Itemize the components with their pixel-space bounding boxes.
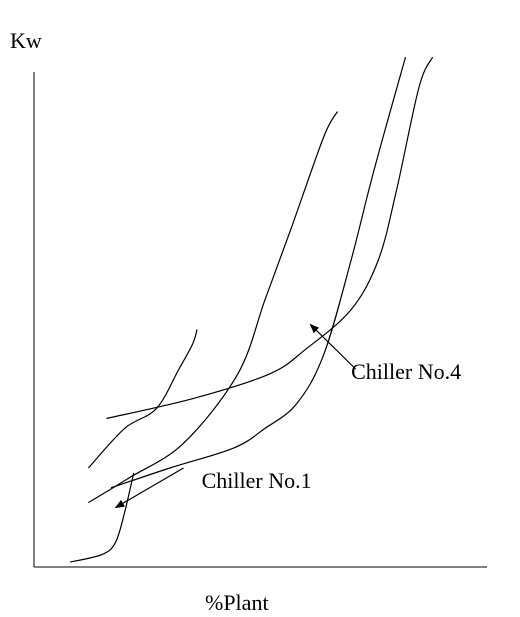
annotation-arrow-2 [309,323,357,370]
series-line-1 [70,472,135,563]
annotation-layer: Chiller No.1 Chiller No.4 [114,323,461,509]
y-axis-label: Kw [10,28,42,53]
annotation-label-1: Chiller No.1 [202,468,312,493]
series-layer [70,56,434,563]
series-line-3 [87,329,198,469]
axes [33,72,487,568]
x-axis-label: %Plant [205,590,269,615]
series-line-5 [110,56,407,489]
annotation-arrow-1 [114,467,184,509]
series-line-4 [106,56,434,420]
series-line-2 [88,111,339,504]
annotation-label-2: Chiller No.4 [351,359,461,384]
